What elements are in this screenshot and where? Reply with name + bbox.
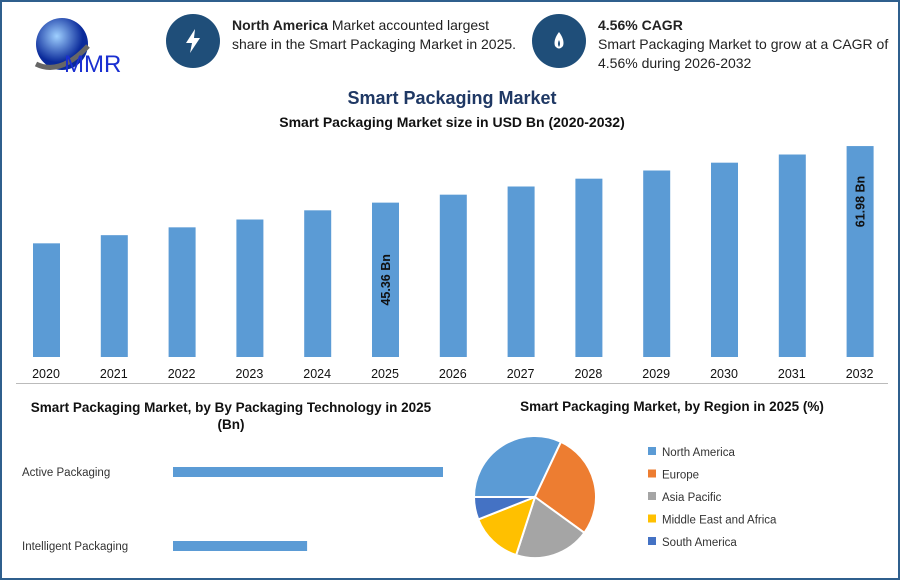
pie-slice-middle-east-and-africa bbox=[476, 495, 537, 557]
x-tick-2030: 2030 bbox=[710, 367, 738, 381]
hbar-intelligent-packaging bbox=[173, 541, 308, 551]
legend-label: South America bbox=[662, 537, 737, 549]
legend-label: North America bbox=[662, 447, 735, 459]
legend-swatch bbox=[648, 537, 656, 545]
x-tick-2031: 2031 bbox=[778, 367, 806, 381]
bar-2025 bbox=[372, 202, 399, 357]
hbar-active-packaging bbox=[173, 467, 443, 477]
legend-label: Asia Pacific bbox=[662, 492, 722, 504]
bar-2027 bbox=[507, 186, 535, 357]
x-tick-2022: 2022 bbox=[168, 367, 196, 381]
bar-2026 bbox=[439, 194, 467, 357]
x-tick-2020: 2020 bbox=[32, 367, 60, 381]
region-pie-chart: North America Europe Asia Pacific Middle Ea… bbox=[472, 435, 777, 559]
bar-2020 bbox=[33, 243, 60, 357]
bar-2022 bbox=[168, 227, 196, 357]
info-cagr: 4.56% CAGR Smart Packaging Market to grow… bbox=[598, 16, 898, 73]
bar-2032 bbox=[846, 146, 874, 357]
legend-swatch bbox=[648, 447, 656, 455]
chart-subtitle: Smart Packaging Market size in USD Bn (2… bbox=[279, 114, 625, 130]
x-tick-2027: 2027 bbox=[507, 367, 535, 381]
info-north-america: North America Market accounted largest s… bbox=[232, 16, 522, 54]
info1-text: Market accounted largest share in the Sm… bbox=[232, 17, 517, 52]
x-tick-2028: 2028 bbox=[574, 367, 602, 381]
legend-swatch bbox=[648, 469, 656, 478]
divider bbox=[16, 383, 888, 384]
bar-2031 bbox=[778, 154, 806, 357]
info1-bold: North America bbox=[232, 17, 328, 33]
legend-label: Middle East and Africa bbox=[662, 515, 777, 527]
x-tick-2032: 2032 bbox=[846, 367, 874, 381]
lightning-icon bbox=[166, 14, 220, 68]
legend-swatch bbox=[648, 514, 656, 523]
bar-2029 bbox=[643, 170, 671, 357]
logo-text: MMR bbox=[64, 51, 121, 78]
tech-bar-chart: Active Packaging Intelligent Packaging bbox=[22, 467, 443, 553]
legend-label: Europe bbox=[662, 470, 699, 482]
category-label: Active Packaging bbox=[22, 467, 110, 479]
legend-swatch bbox=[648, 492, 656, 500]
x-tick-2029: 2029 bbox=[642, 367, 670, 381]
bar-2028 bbox=[575, 178, 603, 357]
pie-slice-north-america bbox=[472, 435, 563, 498]
region-chart-title: Smart Packaging Market, by Region in 202… bbox=[520, 399, 824, 414]
x-tick-2023: 2023 bbox=[235, 367, 263, 381]
x-tick-2024: 2024 bbox=[303, 367, 331, 381]
data-label-2025: 45.36 Bn bbox=[379, 254, 393, 305]
x-tick-2025: 2025 bbox=[371, 367, 399, 381]
flame-icon bbox=[532, 14, 586, 68]
mmr-logo: MMR bbox=[30, 16, 140, 82]
bar-2030 bbox=[711, 162, 738, 357]
info2-text: Smart Packaging Market to grow at a CAGR… bbox=[598, 36, 889, 71]
bar-2023 bbox=[236, 219, 264, 357]
x-tick-2021: 2021 bbox=[100, 367, 128, 381]
category-label: Intelligent Packaging bbox=[22, 541, 128, 553]
pie-slice-asia-pacific bbox=[514, 495, 586, 559]
bar-2024 bbox=[304, 210, 332, 357]
bar-2021 bbox=[100, 235, 128, 357]
main-bar-chart: 2020 2021 2022 2023 2024 2025 45.36 Bn 2026 2027… bbox=[32, 146, 874, 381]
pie-slice-europe bbox=[533, 440, 597, 535]
tech-chart-title: Smart Packaging Market, by By Packaging … bbox=[30, 400, 432, 432]
data-label-2032: 61.98 Bn bbox=[854, 176, 868, 227]
x-tick-2026: 2026 bbox=[439, 367, 467, 381]
info2-bold: 4.56% CAGR bbox=[598, 17, 683, 33]
chart-title: Smart Packaging Market bbox=[347, 88, 557, 108]
pie-slice-south-america bbox=[472, 496, 536, 521]
